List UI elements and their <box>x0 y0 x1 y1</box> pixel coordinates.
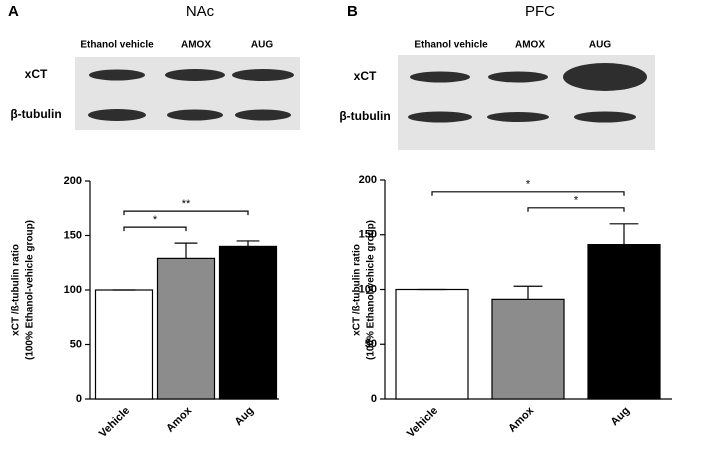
blot-lane-label: AUG <box>589 40 611 51</box>
significance-bracket <box>431 191 625 196</box>
blot-band <box>563 63 647 91</box>
y-axis-label: (100% Ethanol-vehicle group) <box>25 220 36 360</box>
blot-band <box>408 111 472 123</box>
y-tick-label: 50 <box>70 338 82 350</box>
y-tick-label: 100 <box>64 284 82 296</box>
blot-band <box>165 69 225 81</box>
blot-row-label: β-tubulin <box>339 109 390 123</box>
y-tick-label: 0 <box>371 393 377 405</box>
significance-label: * <box>526 179 531 191</box>
x-tick-label: Vehicle <box>97 405 132 440</box>
panel-label: A <box>8 3 19 20</box>
y-tick-label: 50 <box>365 338 377 350</box>
y-axis-label: (100% Ethanol-vehicle group) <box>366 220 377 360</box>
blot-band <box>574 111 636 123</box>
chart-title: PFC <box>525 3 555 20</box>
blot-row-label: xCT <box>25 67 48 81</box>
significance-bracket <box>527 207 625 212</box>
panel-label: B <box>347 3 358 20</box>
x-tick-label: Amox <box>506 404 537 435</box>
blot-row-label: β-tubulin <box>10 107 61 121</box>
y-tick-label: 150 <box>64 229 82 241</box>
blot-band <box>167 109 223 121</box>
x-tick-label: Aug <box>609 405 633 429</box>
blot-lane-label: Ethanol vehicle <box>414 40 488 51</box>
bar <box>395 288 469 400</box>
bar <box>94 289 154 400</box>
blot-lane-label: AMOX <box>515 40 545 51</box>
blot-band <box>488 71 548 83</box>
y-axis-label: xCT /ß-tubulin ratio <box>11 244 22 336</box>
significance-label: * <box>153 214 158 226</box>
blot-band <box>88 109 146 121</box>
blot-lane-label: Ethanol vehicle <box>80 40 154 51</box>
blot-band <box>232 69 294 81</box>
x-tick-label: Amox <box>164 404 195 435</box>
bar <box>491 298 565 400</box>
significance-bracket <box>123 210 249 216</box>
significance-bracket <box>123 226 187 232</box>
blot-band <box>410 71 470 83</box>
y-tick-label: 150 <box>359 229 377 241</box>
y-tick-label: 100 <box>359 283 377 295</box>
significance-label: ** <box>182 198 191 210</box>
blot-row-label: xCT <box>354 69 377 83</box>
bar <box>156 257 216 400</box>
bar <box>218 245 278 400</box>
y-tick-label: 0 <box>76 393 82 405</box>
chart-title: NAc <box>186 3 215 20</box>
x-tick-label: Aug <box>233 405 257 429</box>
y-tick-label: 200 <box>64 175 82 187</box>
significance-label: * <box>574 195 579 207</box>
y-axis-label: xCT /ß-tubulin ratio <box>352 244 363 336</box>
x-tick-label: Vehicle <box>405 405 440 440</box>
blot-lane-label: AUG <box>251 40 273 51</box>
bar <box>587 244 661 400</box>
blot-lane-label: AMOX <box>181 40 211 51</box>
blot-band <box>235 109 291 121</box>
y-tick-label: 200 <box>359 174 377 186</box>
blot-band <box>487 112 549 122</box>
blot-band <box>89 69 145 81</box>
